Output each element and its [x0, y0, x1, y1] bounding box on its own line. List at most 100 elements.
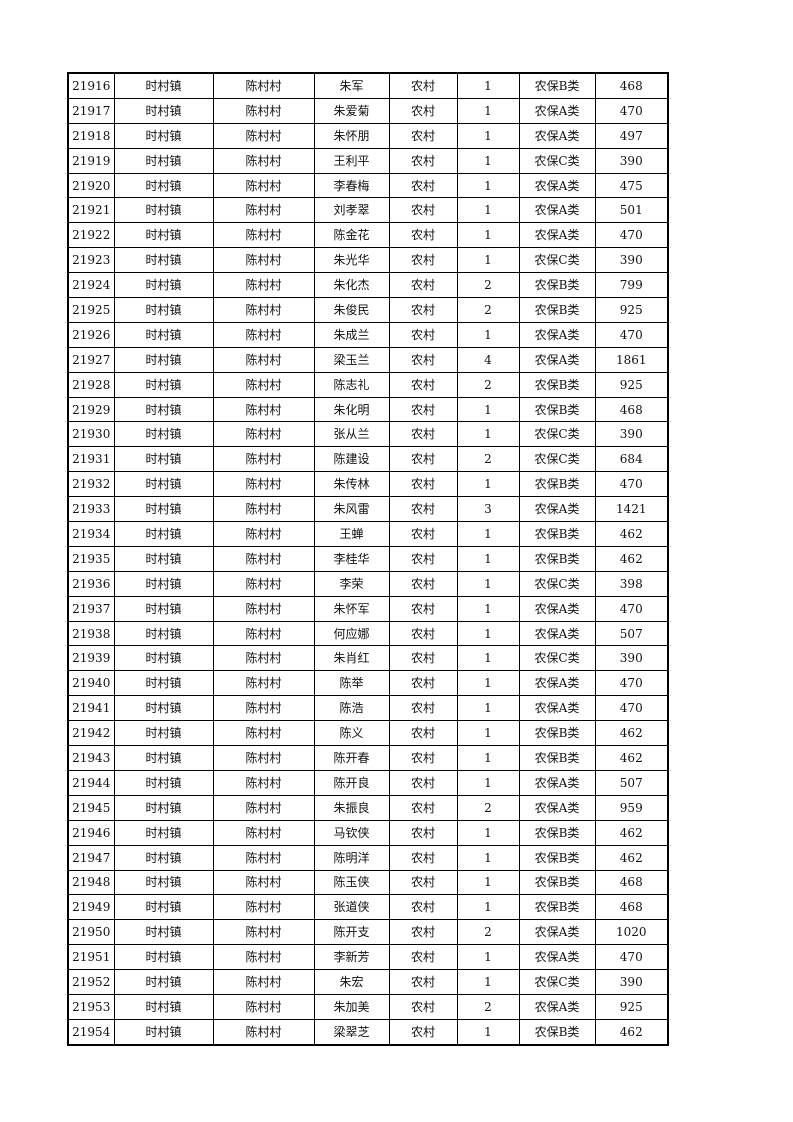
cell-village: 陈村村 [212, 247, 315, 274]
cell-row-number: 21931 [67, 446, 115, 473]
cell-household-count: 1 [456, 695, 520, 722]
cell-town: 时村镇 [113, 371, 214, 398]
cell-village: 陈村村 [212, 695, 315, 722]
cell-town: 时村镇 [113, 147, 214, 174]
cell-amount: 462 [594, 521, 669, 547]
cell-area-type: 农村 [388, 993, 458, 1020]
cell-household-count: 1 [456, 645, 520, 672]
cell-amount: 925 [594, 993, 669, 1020]
cell-amount: 470 [594, 97, 669, 124]
cell-person-name: 李春梅 [313, 172, 390, 199]
table-row: 21927 时村镇 陈村村 梁玉兰 农村 4 农保A类 1861 [67, 346, 669, 373]
cell-insurance-category: 农保A类 [518, 670, 596, 697]
cell-person-name: 朱振良 [313, 794, 390, 821]
table-row: 21924 时村镇 陈村村 朱化杰 农村 2 农保B类 799 [67, 272, 669, 299]
cell-person-name: 朱怀军 [313, 595, 390, 622]
cell-row-number: 21953 [67, 993, 115, 1020]
cell-village: 陈村村 [212, 197, 315, 224]
cell-household-count: 1 [456, 1018, 520, 1046]
cell-amount: 1421 [594, 496, 669, 523]
cell-row-number: 21936 [67, 570, 115, 597]
table-row: 21937 时村镇 陈村村 朱怀军 农村 1 农保A类 470 [67, 595, 669, 622]
cell-town: 时村镇 [113, 321, 214, 348]
cell-row-number: 21941 [67, 695, 115, 722]
table-row: 21925 时村镇 陈村村 朱俊民 农村 2 农保B类 925 [67, 297, 669, 323]
cell-person-name: 陈浩 [313, 695, 390, 722]
cell-town: 时村镇 [113, 794, 214, 821]
cell-insurance-category: 农保C类 [518, 421, 596, 448]
cell-area-type: 农村 [388, 720, 458, 747]
cell-area-type: 农村 [388, 122, 458, 149]
cell-household-count: 1 [456, 396, 520, 423]
table-row: 21921 时村镇 陈村村 刘孝翠 农村 1 农保A类 501 [67, 197, 669, 224]
cell-town: 时村镇 [113, 869, 214, 896]
cell-area-type: 农村 [388, 172, 458, 199]
cell-person-name: 朱风雷 [313, 496, 390, 523]
cell-town: 时村镇 [113, 969, 214, 995]
cell-village: 陈村村 [212, 421, 315, 448]
cell-amount: 470 [594, 471, 669, 498]
cell-person-name: 陈开支 [313, 919, 390, 946]
cell-amount: 497 [594, 122, 669, 149]
cell-town: 时村镇 [113, 172, 214, 199]
cell-household-count: 1 [456, 521, 520, 547]
table-row: 21926 时村镇 陈村村 朱成兰 农村 1 农保A类 470 [67, 321, 669, 348]
table-row: 21941 时村镇 陈村村 陈浩 农村 1 农保A类 470 [67, 695, 669, 722]
table-row: 21935 时村镇 陈村村 李桂华 农村 1 农保B类 462 [67, 545, 669, 572]
cell-village: 陈村村 [212, 521, 315, 547]
cell-area-type: 农村 [388, 346, 458, 373]
cell-insurance-category: 农保B类 [518, 396, 596, 423]
cell-person-name: 朱成兰 [313, 321, 390, 348]
cell-village: 陈村村 [212, 147, 315, 174]
cell-town: 时村镇 [113, 819, 214, 846]
cell-town: 时村镇 [113, 645, 214, 672]
cell-row-number: 21924 [67, 272, 115, 299]
cell-amount: 468 [594, 894, 669, 921]
cell-town: 时村镇 [113, 346, 214, 373]
cell-insurance-category: 农保A类 [518, 97, 596, 124]
cell-person-name: 梁翠芝 [313, 1018, 390, 1046]
cell-row-number: 21923 [67, 247, 115, 274]
cell-area-type: 农村 [388, 869, 458, 896]
cell-household-count: 1 [456, 819, 520, 846]
table-row: 21929 时村镇 陈村村 朱化明 农村 1 农保B类 468 [67, 396, 669, 423]
cell-row-number: 21930 [67, 421, 115, 448]
cell-village: 陈村村 [212, 620, 315, 647]
cell-row-number: 21938 [67, 620, 115, 647]
table-row: 21916 时村镇 陈村村 朱军 农村 1 农保B类 468 [67, 71, 669, 99]
cell-person-name: 陈志礼 [313, 371, 390, 398]
cell-amount: 462 [594, 720, 669, 747]
cell-village: 陈村村 [212, 720, 315, 747]
cell-amount: 470 [594, 670, 669, 697]
cell-area-type: 农村 [388, 969, 458, 995]
cell-household-count: 1 [456, 620, 520, 647]
cell-insurance-category: 农保B类 [518, 371, 596, 398]
cell-person-name: 梁玉兰 [313, 346, 390, 373]
cell-area-type: 农村 [388, 247, 458, 274]
cell-town: 时村镇 [113, 844, 214, 871]
cell-town: 时村镇 [113, 471, 214, 498]
cell-household-count: 1 [456, 97, 520, 124]
cell-town: 时村镇 [113, 745, 214, 771]
cell-amount: 468 [594, 71, 669, 99]
cell-insurance-category: 农保C类 [518, 570, 596, 597]
cell-village: 陈村村 [212, 670, 315, 697]
cell-row-number: 21949 [67, 894, 115, 921]
cell-amount: 470 [594, 944, 669, 971]
cell-amount: 799 [594, 272, 669, 299]
cell-amount: 390 [594, 421, 669, 448]
table-row: 21943 时村镇 陈村村 陈开春 农村 1 农保B类 462 [67, 745, 669, 771]
cell-area-type: 农村 [388, 695, 458, 722]
cell-household-count: 1 [456, 720, 520, 747]
cell-insurance-category: 农保B类 [518, 745, 596, 771]
cell-person-name: 陈玉侠 [313, 869, 390, 896]
cell-insurance-category: 农保B类 [518, 720, 596, 747]
cell-insurance-category: 农保A类 [518, 794, 596, 821]
cell-household-count: 1 [456, 147, 520, 174]
cell-household-count: 1 [456, 172, 520, 199]
cell-person-name: 朱传林 [313, 471, 390, 498]
table-row: 21920 时村镇 陈村村 李春梅 农村 1 农保A类 475 [67, 172, 669, 199]
cell-amount: 507 [594, 620, 669, 647]
cell-insurance-category: 农保C类 [518, 645, 596, 672]
cell-insurance-category: 农保A类 [518, 993, 596, 1020]
